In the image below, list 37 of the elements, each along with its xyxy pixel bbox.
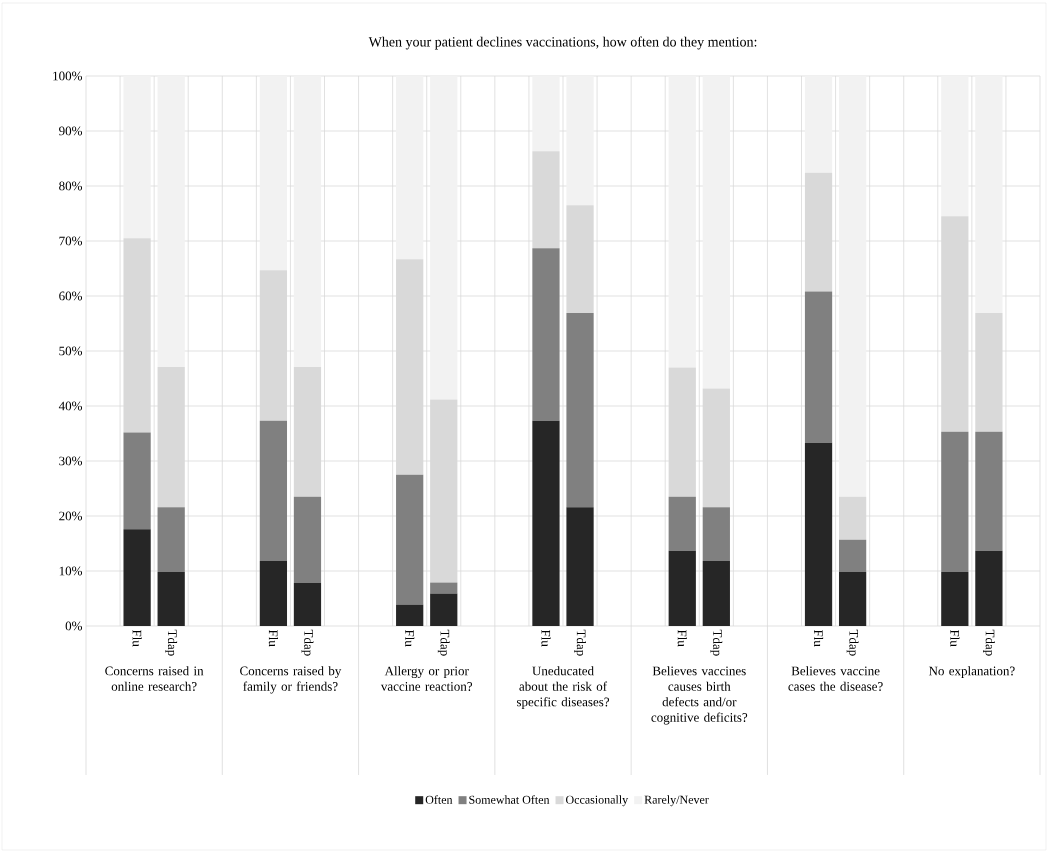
x-tick-label: Tdap bbox=[983, 629, 995, 656]
text: Concerns raised by family or friends? bbox=[240, 666, 342, 694]
x-tick-label: Tdap bbox=[574, 629, 586, 656]
y-tick-label: 0% bbox=[65, 621, 83, 631]
y-tick-label: 70% bbox=[59, 236, 83, 246]
x-tick-label: Flu bbox=[950, 629, 960, 647]
y-tick-label: 10% bbox=[59, 566, 83, 576]
y-tick-label: 30% bbox=[59, 456, 83, 466]
text: Allergy or prior vaccine reaction? bbox=[380, 666, 473, 691]
y-tick-label: 40% bbox=[58, 401, 83, 411]
x-tick-label: Flu bbox=[268, 629, 278, 647]
x-tick-label: Tdap bbox=[710, 629, 723, 656]
y-tick-label: 20% bbox=[59, 511, 83, 521]
y-tick-label: 50% bbox=[59, 346, 83, 356]
x-tick-label: Tdap bbox=[437, 629, 450, 656]
x-tick-label: Flu bbox=[405, 629, 415, 647]
x-tick-label: Tdap bbox=[846, 629, 859, 656]
legend-label: Occasionally bbox=[566, 795, 629, 807]
x-tick-label: Flu bbox=[132, 629, 142, 647]
x-tick-label: Tdap bbox=[301, 629, 314, 656]
y-tick-label: 90% bbox=[59, 126, 83, 136]
y-tick-label: 80% bbox=[59, 181, 83, 191]
y-tick-label: 100% bbox=[53, 71, 83, 81]
legend-label: Rarely/Never bbox=[644, 795, 709, 807]
text: Believes vaccine cases the disease? bbox=[788, 666, 883, 691]
y-tick-label: 60% bbox=[59, 291, 83, 301]
x-tick-label: Tdap bbox=[165, 629, 178, 656]
text: Uneducated about the risk of specific diseases? bbox=[516, 666, 610, 709]
chart-title: When your patient declines vaccinations, how often do they mention: bbox=[368, 36, 757, 50]
legend-label: Somewhat Often bbox=[469, 795, 550, 804]
text: Believes vaccines causes birth defects and/or cognitive deficits? bbox=[651, 666, 748, 725]
x-tick-label: Flu bbox=[813, 629, 824, 647]
legend-label: Often bbox=[425, 795, 453, 804]
text: Concerns raised in online research? bbox=[105, 666, 204, 691]
text: No explanation? bbox=[928, 666, 1015, 678]
x-tick-label: Flu bbox=[541, 629, 551, 647]
x-tick-label: Flu bbox=[677, 629, 687, 647]
